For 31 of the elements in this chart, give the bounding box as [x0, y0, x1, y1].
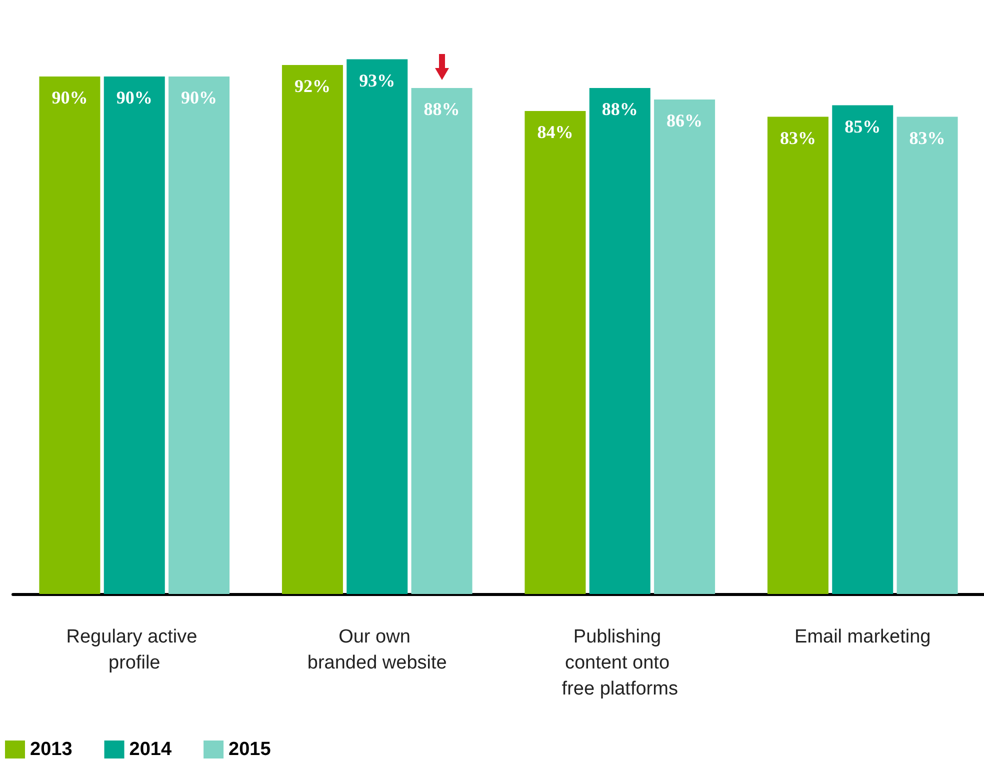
bar — [411, 88, 472, 594]
data-label: 83% — [780, 128, 816, 148]
bar — [896, 116, 958, 594]
bar — [346, 59, 408, 594]
bar — [168, 76, 230, 594]
x-tick-label: Email marketing — [794, 626, 931, 648]
bar — [589, 88, 650, 594]
bar — [104, 76, 165, 594]
legend-label: 2015 — [228, 739, 272, 760]
bar — [282, 65, 343, 594]
x-tick-label: Publishing content onto free platforms — [562, 626, 678, 700]
data-label: 85% — [844, 116, 881, 136]
data-label: 84% — [537, 122, 574, 142]
bar — [832, 105, 894, 594]
legend-label: 2013 — [30, 739, 72, 760]
data-label: 92% — [294, 76, 330, 96]
bar — [39, 76, 100, 594]
data-label: 83% — [909, 128, 946, 148]
data-label: 90% — [116, 88, 152, 108]
legend-label: 2014 — [129, 739, 172, 760]
data-label: 86% — [666, 110, 703, 130]
bar — [654, 100, 716, 594]
data-label: 88% — [602, 99, 638, 119]
data-label: 88% — [424, 99, 460, 119]
x-tick-label: Our own branded website — [307, 626, 447, 674]
data-label: 90% — [181, 88, 218, 108]
data-label: 93% — [359, 70, 396, 90]
bar — [767, 116, 828, 594]
bar — [524, 111, 586, 594]
x-tick-label: Regulary active profile — [66, 626, 202, 674]
data-label: 90% — [52, 88, 88, 108]
